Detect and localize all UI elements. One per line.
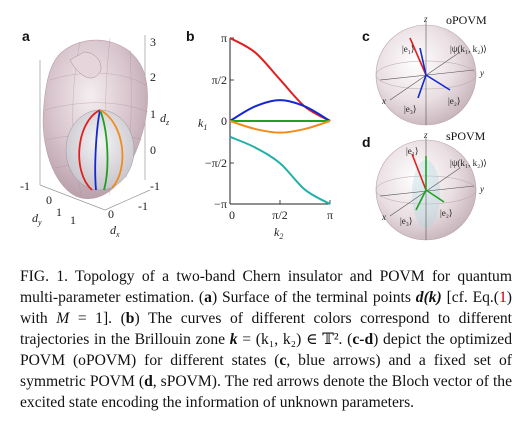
panel-c-label: c [362, 28, 370, 44]
equation-ref-link[interactable]: 1 [499, 289, 507, 306]
povm-arrow-e3 [415, 189, 427, 211]
svg-text:dz: dz [160, 111, 170, 127]
panel-a: a [0, 0, 180, 250]
bloch-sphere-opovm: z y x |e₁⟩ |e₂⟩ |e₃⟩ |ψ(k₁, k₂)⟩ oPOVM [375, 13, 487, 126]
z-axis-label: dz [160, 111, 170, 127]
x-tick: -1 [138, 199, 148, 213]
y-tick-label: −π [214, 197, 227, 211]
x-axis-label: dx [110, 223, 120, 239]
panel-c: c z y x |e₁⟩ |e₂⟩ |e₃⟩ |ψ(k₁, k₂)⟩ oPOVM [350, 0, 529, 128]
series-layer [229, 37, 331, 205]
series-line-orange [229, 120, 331, 134]
x-tick: 0 [108, 207, 114, 221]
x-axis-ticks: 1 0 -1 [70, 199, 148, 227]
x-tick-marks [229, 200, 331, 204]
series-line-teal [229, 135, 331, 205]
panel-a-label: a [22, 28, 30, 44]
figure-caption: FIG. 1. Topology of a two-band Chern ins… [20, 268, 513, 411]
bloch-vector-red [409, 37, 427, 76]
panel-b: b π π/2 0 −π/2 −π 0 π/2 π k1 [180, 0, 350, 250]
panel-d: d z y x |e₁⟩ |e₂⟩ |e₃⟩ |ψ(k₁, k₂)⟩ sPOVM [350, 124, 529, 250]
povm-arrow-e3 [417, 74, 427, 99]
surface-dimple [69, 51, 102, 79]
y-axis-ticks: -1 0 1 [20, 179, 62, 219]
trajectory-red [78, 109, 101, 191]
y-tick-label: −π/2 [205, 156, 227, 170]
x-tick: 1 [70, 213, 76, 227]
e3-label: |e₃⟩ [400, 216, 412, 226]
z-tick: 2 [150, 70, 156, 84]
e2-label: |e₂⟩ [448, 96, 460, 106]
panel-c-title: oPOVM [446, 13, 487, 27]
axis-x-label: x [381, 96, 386, 106]
axis-z-label: z [423, 130, 428, 140]
trajectory-green [99, 109, 109, 191]
x-tick-label: 0 [229, 208, 235, 222]
state-label: |ψ(k₁, k₂)⟩ [450, 158, 487, 168]
bloch-sphere-spovm: z y x |e₁⟩ |e₂⟩ |e₃⟩ |ψ(k₁, k₂)⟩ sPOVM [375, 129, 487, 241]
e1-label: |e₁⟩ [406, 146, 418, 156]
panel-d-title: sPOVM [446, 129, 486, 143]
y-tick: -1 [20, 179, 30, 193]
povm-arrow-e2 [425, 74, 451, 91]
trajectory-blue [94, 109, 101, 191]
terminal-points-surface-plot: 3 2 1 0 -1 dz -1 0 1 dy 1 0 -1 dx [20, 35, 170, 239]
inner-sphere [65, 109, 135, 191]
z-tick: -1 [150, 179, 160, 193]
y-axis-title: k1 [198, 116, 207, 132]
z-tick: 0 [150, 143, 156, 157]
panel-d-label: d [362, 134, 371, 150]
x-tick-label: π [327, 208, 333, 222]
z-tick: 3 [150, 35, 156, 49]
z-tick: 1 [150, 107, 156, 121]
x-tick-label: π/2 [272, 208, 287, 222]
e1-label: |e₁⟩ [402, 44, 414, 54]
povm-arrow-e2 [425, 189, 445, 203]
x-axis-title: k2 [274, 225, 283, 241]
panel-b-label: b [186, 28, 195, 44]
z-axis-ticks: 3 2 1 0 -1 [150, 35, 160, 193]
y-tick: 0 [46, 193, 52, 207]
series-line-blue [229, 99, 331, 122]
axis-z-label: z [423, 14, 428, 24]
e2-label: |e₂⟩ [440, 208, 452, 218]
povm-arrow-e1 [419, 47, 427, 76]
e3-label: |e₃⟩ [404, 104, 416, 114]
y-axis-label: dy [32, 211, 42, 227]
caption-fig-number: FIG. 1. [20, 268, 69, 285]
y-tick: 1 [56, 205, 62, 219]
y-tick-label: π [221, 31, 227, 45]
y-tick-label: π/2 [212, 73, 227, 87]
svg-text:dx: dx [110, 223, 120, 239]
brillouin-trajectory-chart: π π/2 0 −π/2 −π 0 π/2 π k1 k2 [198, 31, 333, 241]
trajectory-orange [99, 109, 124, 189]
bloch-vector-red [411, 153, 427, 191]
axis-y-label: y [479, 68, 484, 78]
axis-y-label: y [479, 184, 484, 194]
y-tick-label: 0 [221, 114, 227, 128]
series-line-red [229, 37, 331, 122]
state-label: |ψ(k₁, k₂)⟩ [450, 44, 487, 54]
axis-x-label: x [381, 212, 386, 222]
svg-text:dy: dy [32, 211, 42, 227]
